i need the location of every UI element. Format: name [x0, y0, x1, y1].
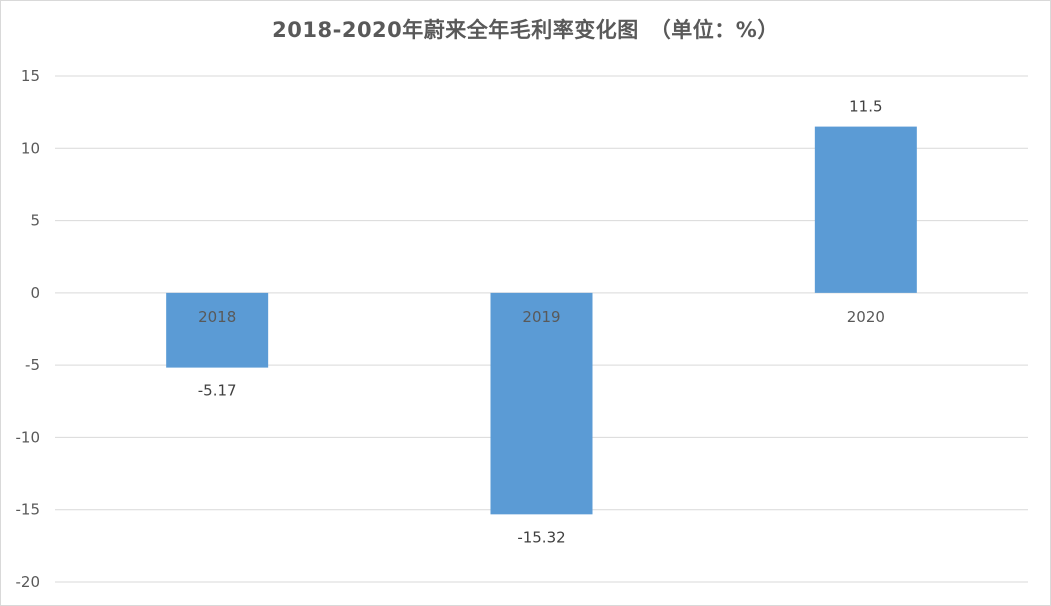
bar-2019 [490, 292, 593, 515]
y-tick-label: 15 [21, 67, 40, 85]
data-label: -5.17 [198, 382, 237, 400]
y-tick-label: -10 [16, 428, 41, 446]
y-tick-label: -5 [25, 356, 40, 374]
chart-title: 2018-2020年蔚来全年毛利率变化图 （单位：%） [272, 18, 779, 42]
data-label: 11.5 [849, 98, 882, 116]
bar-2018 [166, 292, 269, 368]
y-tick-label: 10 [21, 139, 40, 157]
y-tick-label: -15 [16, 501, 41, 519]
data-label: -15.32 [517, 528, 565, 546]
y-tick-label: -20 [16, 573, 41, 591]
labels: 2018 -5.17 2019 -15.32 2020 11.5 [198, 98, 885, 547]
bar-2020 [814, 126, 917, 293]
x-category-label: 2020 [847, 308, 885, 326]
x-category-label: 2018 [198, 308, 236, 326]
y-tick-label: 5 [30, 212, 40, 230]
bars [166, 126, 917, 515]
y-tick-label: 0 [30, 284, 40, 302]
x-category-label: 2019 [522, 308, 560, 326]
